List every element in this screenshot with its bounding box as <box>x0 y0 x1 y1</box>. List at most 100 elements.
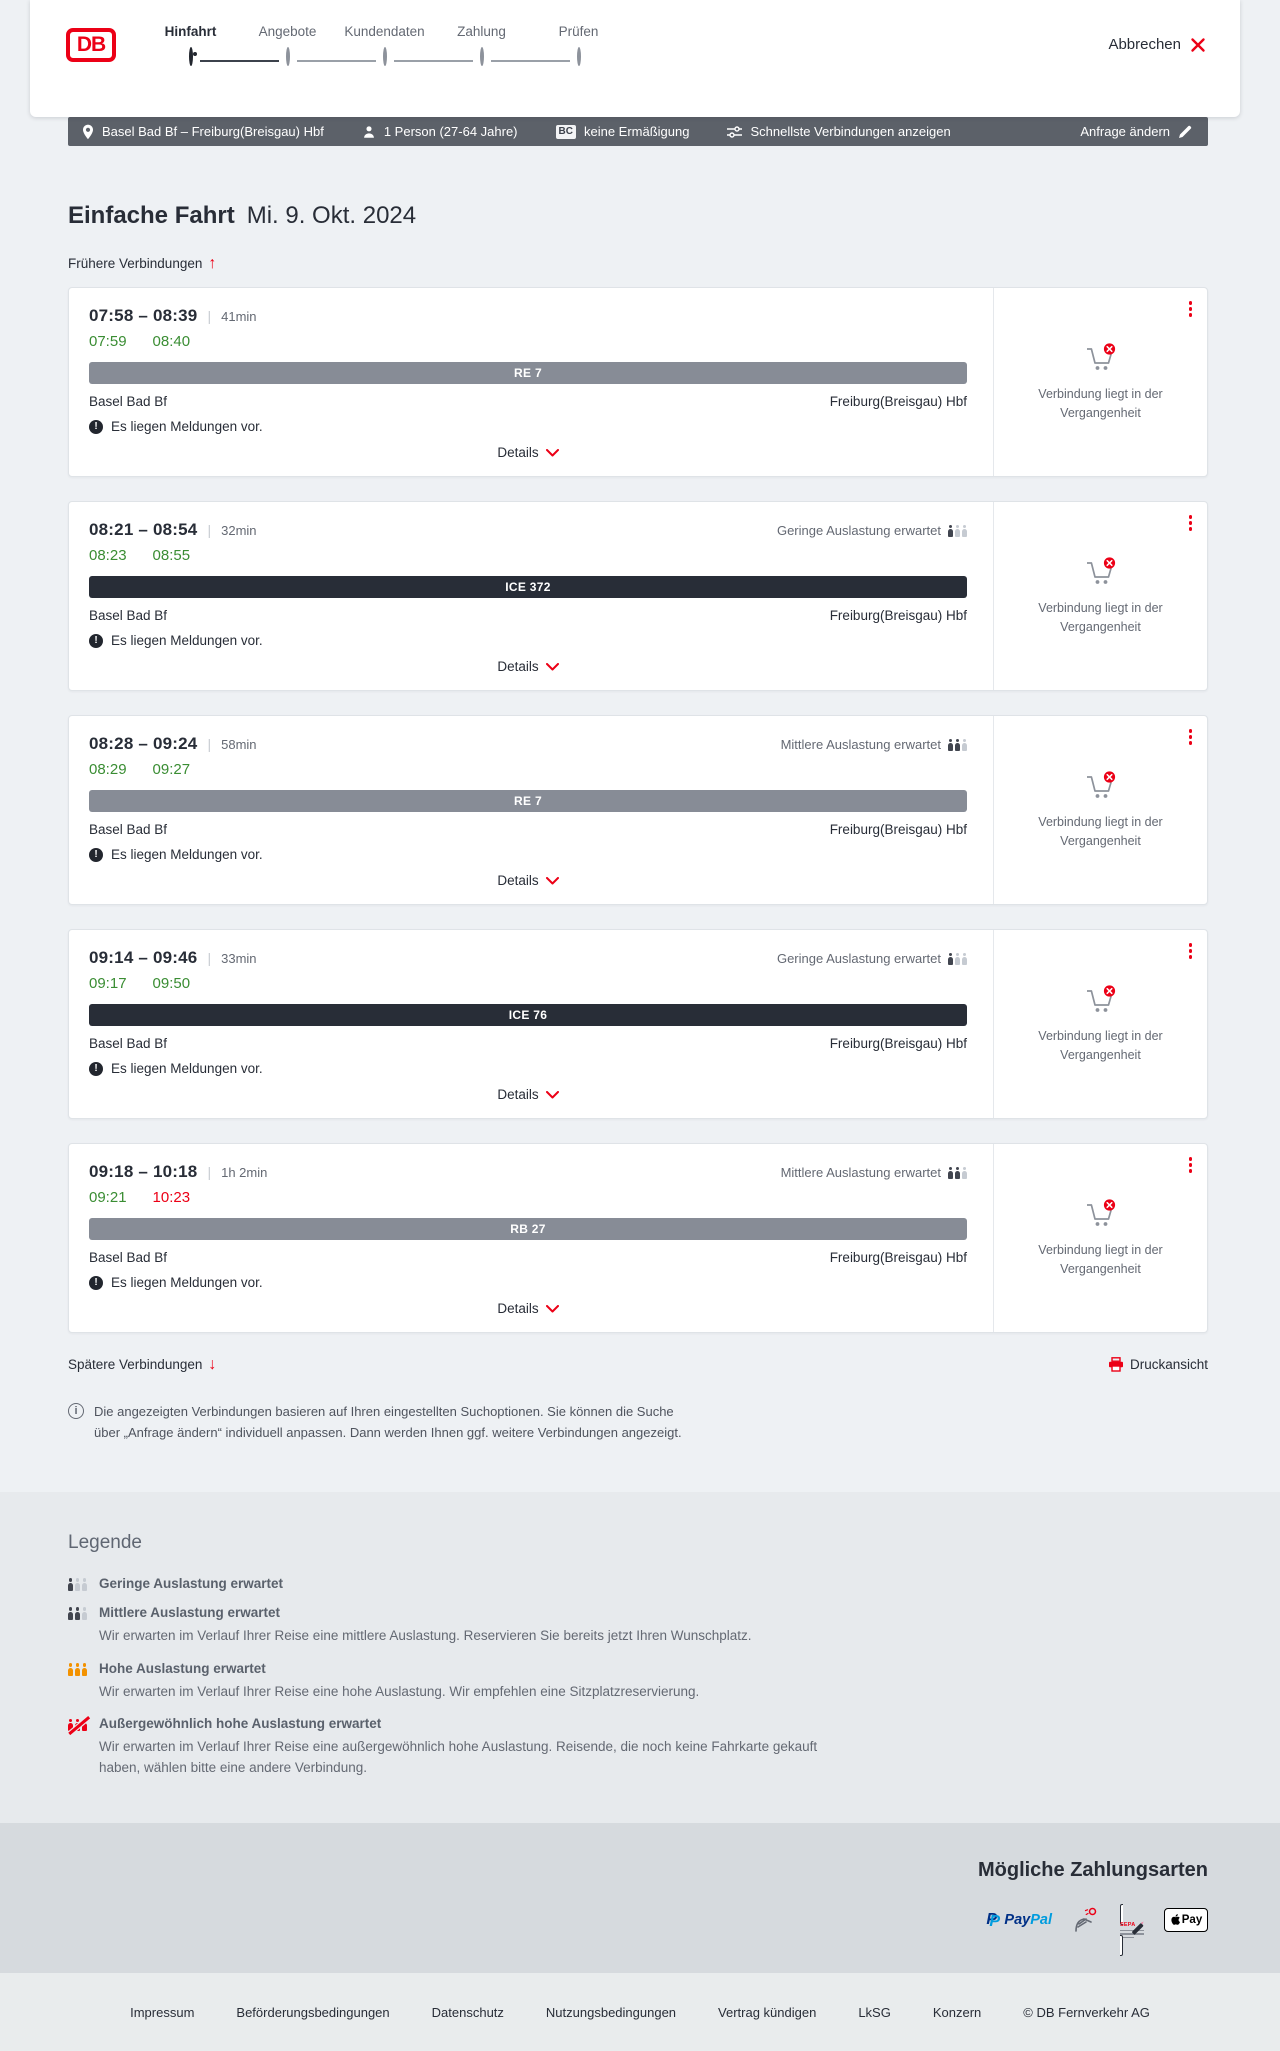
realtime-arrival: 09:27 <box>152 761 191 778</box>
stepper-step-circle <box>382 47 387 66</box>
footer-link-konzern[interactable]: Konzern <box>932 2004 982 2020</box>
traveller-summary: 1 Person (27-64 Jahre) <box>362 124 518 139</box>
separator: | <box>207 736 212 752</box>
warning-icon: ! <box>89 847 103 862</box>
options-menu-button[interactable] <box>1186 940 1196 962</box>
stepper-step-kundendaten[interactable]: Kundendaten <box>336 24 473 66</box>
cart-unavailable-icon <box>1086 343 1115 371</box>
details-label: Details <box>497 1087 539 1102</box>
search-options-note-text: Die angezeigten Verbindungen basieren au… <box>94 1404 682 1440</box>
pencil-icon <box>1179 125 1192 138</box>
realtime-departure: 09:17 <box>89 975 127 992</box>
legend-item-label: Hohe Auslastung erwartet <box>99 1660 266 1676</box>
destination-station: Freiburg(Breisgau) Hbf <box>829 1250 967 1265</box>
stepper-step-circle <box>479 47 484 66</box>
train-segment-bar[interactable]: ICE 372 <box>89 576 967 598</box>
time-range: 09:18 – 10:18 <box>89 1162 198 1181</box>
footer-link-nutzungsbedingungen[interactable]: Nutzungsbedingungen <box>545 2004 677 2020</box>
options-menu-button[interactable] <box>1186 298 1196 320</box>
options-menu-button[interactable] <box>1186 1154 1196 1176</box>
details-toggle[interactable]: Details <box>89 1087 967 1106</box>
checkout-stepper: Hinfahrt Angebote Kundendaten Zahlung Pr… <box>142 24 627 66</box>
legend-item-label: Geringe Auslastung erwartet <box>99 1575 284 1591</box>
print-view-link[interactable]: Druckansicht <box>1108 1357 1208 1372</box>
duration: 33min <box>221 951 257 966</box>
legend-item: Außergewöhnlich hohe Auslastung erwartet… <box>68 1716 1208 1779</box>
footer-link-impressum[interactable]: Impressum <box>130 2004 195 2020</box>
discount-text: keine Ermäßigung <box>583 124 690 139</box>
realtime-departure: 07:59 <box>89 333 127 350</box>
service-message-text: Es liegen Meldungen vor. <box>111 419 263 434</box>
traveller-text: 1 Person (27-64 Jahre) <box>383 124 518 139</box>
payment-methods-title: Mögliche Zahlungsarten <box>977 1859 1208 1882</box>
availability-status: Verbindung liegt in der Vergangenheit <box>1038 1029 1163 1062</box>
realtime-arrival: 10:23 <box>152 1189 191 1206</box>
occupancy-label: Geringe Auslastung erwartet <box>776 523 941 538</box>
route-text: Basel Bad Bf – Freiburg(Breisgau) Hbf <box>102 124 324 139</box>
details-label: Details <box>497 445 539 460</box>
footer-link-vertrag-k-ndigen[interactable]: Vertrag kündigen <box>718 2004 817 2020</box>
details-toggle[interactable]: Details <box>89 659 967 678</box>
person-icon <box>363 125 374 138</box>
train-label: RE 7 <box>514 794 542 808</box>
origin-station: Basel Bad Bf <box>89 608 168 623</box>
occupancy-label: Mittlere Auslastung erwartet <box>780 737 941 752</box>
details-label: Details <box>497 1301 539 1316</box>
service-message: ! Es liegen Meldungen vor. <box>89 633 967 648</box>
time-range: 08:21 – 08:54 <box>89 520 198 539</box>
connection-card: 08:21 – 08:54 | 32min Geringe Auslastung… <box>68 501 1208 691</box>
realtime-row: 08:29 09:27 <box>89 761 967 778</box>
cancel-button[interactable]: Abbrechen <box>1108 36 1206 53</box>
footer-link-lksg[interactable]: LkSG <box>858 2004 891 2020</box>
arrow-up-icon: ↑ <box>208 254 217 272</box>
cart-unavailable-icon <box>1086 771 1115 799</box>
stepper-step-label: Kundendaten <box>344 24 425 39</box>
db-logo[interactable]: DB <box>66 28 116 62</box>
details-toggle[interactable]: Details <box>89 1301 967 1320</box>
train-segment-bar[interactable]: RE 7 <box>89 790 967 812</box>
earlier-connections-link[interactable]: Frühere Verbindungen ↑ <box>68 254 217 272</box>
connection-card: 09:14 – 09:46 | 33min Geringe Auslastung… <box>68 929 1208 1119</box>
change-request-button[interactable]: Anfrage ändern <box>1080 124 1192 139</box>
train-segment-bar[interactable]: ICE 76 <box>89 1004 967 1026</box>
footer-link-bef-rderungsbedingungen[interactable]: Beförderungsbedingungen <box>236 2004 390 2020</box>
later-connections-label: Spätere Verbindungen <box>68 1357 203 1372</box>
route-summary: Basel Bad Bf – Freiburg(Breisgau) Hbf <box>82 124 324 140</box>
occupancy-info: Geringe Auslastung erwartet <box>777 523 967 538</box>
stepper-step-angebote[interactable]: Angebote <box>239 24 376 66</box>
footer-link-datenschutz[interactable]: Datenschutz <box>431 2004 504 2020</box>
origin-station: Basel Bad Bf <box>89 1036 168 1051</box>
stepper-step-zahlung[interactable]: Zahlung <box>433 24 570 66</box>
page-title: Einfache Fahrt Mi. 9. Okt. 2024 <box>68 202 1208 230</box>
availability-status: Verbindung liegt in der Vergangenheit <box>1038 1243 1163 1276</box>
options-menu-button[interactable] <box>1186 512 1196 534</box>
legend-title: Legende <box>68 1531 142 1553</box>
stepper-step-hinfahrt[interactable]: Hinfahrt <box>142 24 279 66</box>
connections-list: 07:58 – 08:39 | 41min 07:59 08:40 RE 7 B… <box>68 287 1208 1333</box>
details-toggle[interactable]: Details <box>89 445 967 464</box>
journey-type: Einfache Fahrt <box>68 202 235 229</box>
options-menu-button[interactable] <box>1186 726 1196 748</box>
origin-station: Basel Bad Bf <box>89 1250 168 1265</box>
connection-card: 07:58 – 08:39 | 41min 07:59 08:40 RE 7 B… <box>68 287 1208 477</box>
time-range: 08:28 – 09:24 <box>89 734 198 753</box>
details-toggle[interactable]: Details <box>89 873 967 892</box>
connection-card: 08:28 – 09:24 | 58min Mittlere Auslastun… <box>68 715 1208 905</box>
chevron-down-icon <box>545 876 559 884</box>
location-pin-icon <box>83 124 93 139</box>
train-segment-bar[interactable]: RB 27 <box>89 1218 967 1240</box>
change-request-label: Anfrage ändern <box>1080 124 1170 139</box>
search-summary-bar: Basel Bad Bf – Freiburg(Breisgau) Hbf 1 … <box>68 117 1208 146</box>
realtime-departure: 09:21 <box>89 1189 127 1206</box>
legend-item: Geringe Auslastung erwartet <box>68 1576 1208 1591</box>
occupancy-info: Mittlere Auslastung erwartet <box>781 1165 967 1180</box>
train-segment-bar[interactable]: RE 7 <box>89 362 967 384</box>
print-view-label: Druckansicht <box>1129 1357 1208 1372</box>
destination-station: Freiburg(Breisgau) Hbf <box>829 1036 967 1051</box>
service-message: ! Es liegen Meldungen vor. <box>89 1275 967 1290</box>
stepper-step-prüfen[interactable]: Prüfen <box>530 24 627 66</box>
stepper-step-label: Angebote <box>258 24 317 39</box>
later-connections-link[interactable]: Spätere Verbindungen ↓ <box>68 1356 216 1372</box>
stepper-step-circle <box>285 47 290 66</box>
legend-item-label: Außergewöhnlich hohe Auslastung erwartet <box>99 1716 382 1732</box>
